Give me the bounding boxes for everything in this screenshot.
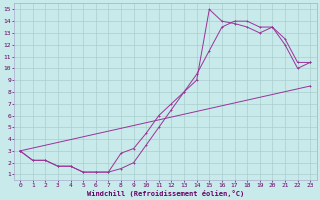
- X-axis label: Windchill (Refroidissement éolien,°C): Windchill (Refroidissement éolien,°C): [86, 190, 244, 197]
